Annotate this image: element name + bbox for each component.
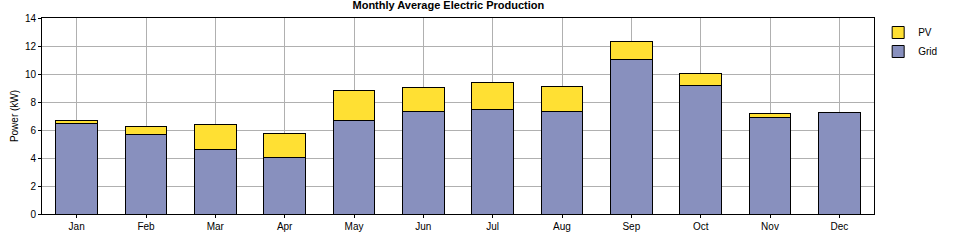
svg-text:May: May: [345, 221, 364, 232]
svg-text:6: 6: [30, 125, 36, 136]
svg-text:Oct: Oct: [693, 221, 709, 232]
svg-text:12: 12: [25, 41, 37, 52]
svg-text:PV: PV: [918, 27, 932, 38]
svg-text:Monthly Average Electric Produ: Monthly Average Electric Production: [353, 0, 545, 11]
svg-text:0: 0: [30, 209, 36, 220]
svg-text:Power (kW): Power (kW): [9, 90, 20, 142]
svg-text:Apr: Apr: [277, 221, 293, 232]
svg-text:Sep: Sep: [622, 221, 640, 232]
svg-text:8: 8: [30, 97, 36, 108]
svg-text:Feb: Feb: [137, 221, 155, 232]
svg-text:Nov: Nov: [761, 221, 779, 232]
svg-text:2: 2: [30, 181, 36, 192]
svg-text:10: 10: [25, 69, 37, 80]
svg-text:Aug: Aug: [553, 221, 571, 232]
svg-text:Grid: Grid: [918, 46, 937, 57]
svg-text:Mar: Mar: [207, 221, 225, 232]
svg-text:4: 4: [30, 153, 36, 164]
svg-text:Jan: Jan: [69, 221, 85, 232]
svg-text:Jul: Jul: [486, 221, 499, 232]
svg-text:Jun: Jun: [415, 221, 431, 232]
svg-text:Dec: Dec: [830, 221, 848, 232]
svg-text:14: 14: [25, 13, 37, 24]
